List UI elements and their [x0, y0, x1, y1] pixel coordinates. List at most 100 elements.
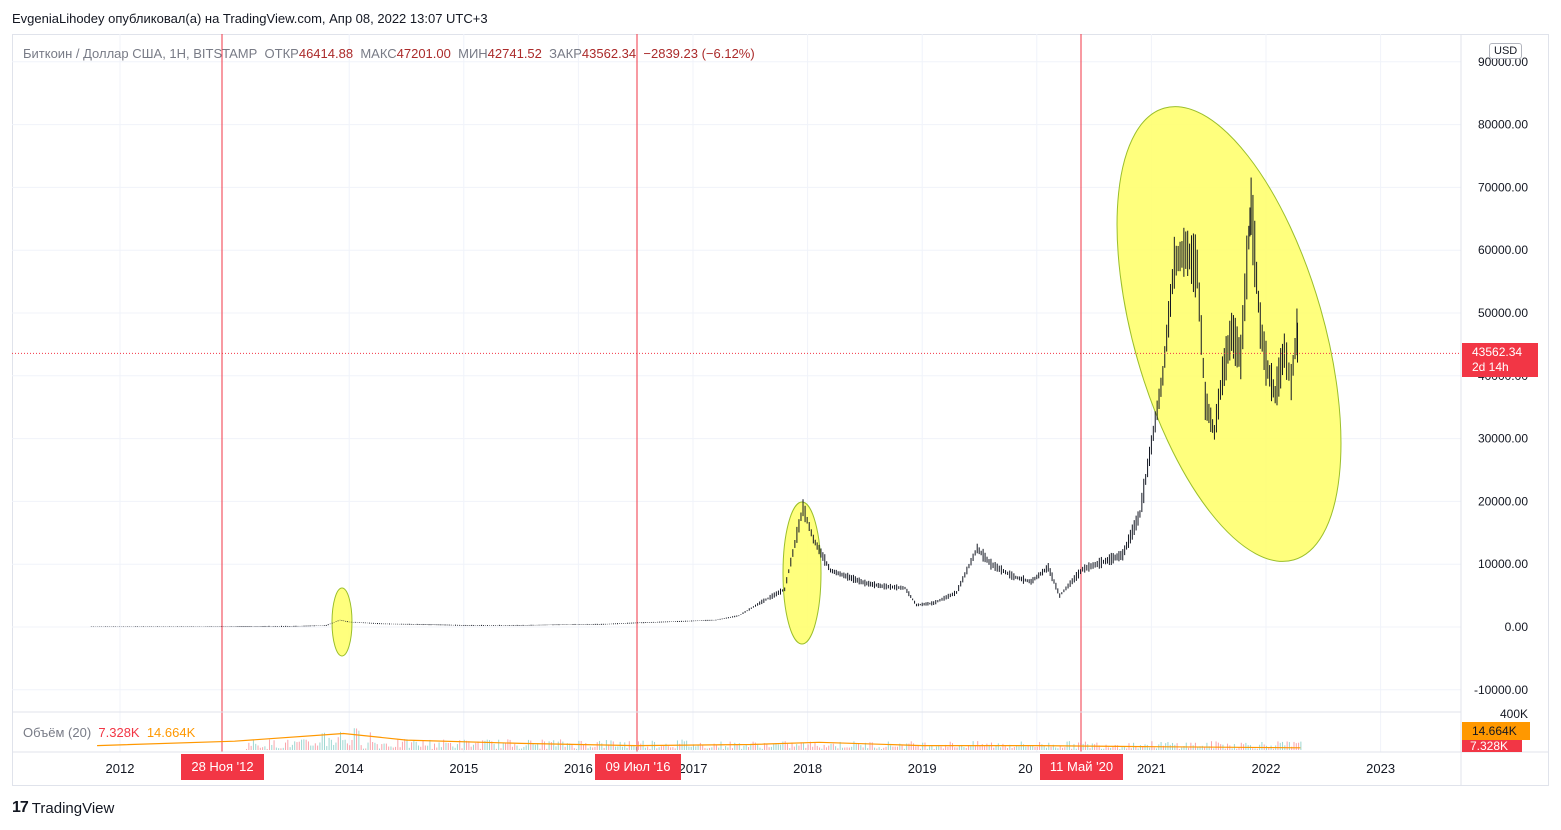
volume-bar [505, 742, 507, 750]
volume-bar [362, 748, 364, 750]
volume-bar [697, 744, 699, 750]
volume-bar [1245, 742, 1247, 750]
volume-bar [1183, 746, 1185, 750]
volume-bar [727, 747, 729, 750]
volume-bar [917, 745, 919, 750]
volume-bar [752, 741, 754, 750]
volume-bar [532, 743, 534, 750]
volume-bar [1075, 748, 1077, 750]
date-marker-label: 09 Июл '16 [595, 754, 681, 780]
volume-bar [1282, 741, 1284, 750]
volume-bar [539, 748, 541, 750]
volume-bar [427, 745, 429, 750]
volume-bar [786, 743, 788, 750]
volume-bar [1236, 748, 1238, 750]
volume-bar [388, 746, 390, 750]
volume-bar [1034, 746, 1036, 750]
volume-ma-axis-label: 14.664K [1462, 722, 1530, 740]
volume-bar [764, 743, 766, 750]
volume-bar [626, 747, 628, 750]
volume-bar [711, 747, 713, 750]
volume-bar [264, 746, 266, 750]
volume-bar [360, 745, 362, 750]
volume-bar [736, 744, 738, 750]
volume-bar [1071, 748, 1073, 750]
volume-bar [807, 744, 809, 750]
volume-bar [326, 746, 328, 750]
volume-bar [422, 740, 424, 750]
volume-bar [663, 745, 665, 750]
volume-bar [1091, 743, 1093, 750]
volume-bar [864, 742, 866, 750]
volume-bar [548, 741, 550, 750]
volume-bar [690, 746, 692, 750]
volume-bar [397, 739, 399, 750]
volume-bar [761, 748, 763, 750]
volume-bar [862, 747, 864, 750]
volume-bar [1110, 747, 1112, 750]
volume-bar [1231, 748, 1233, 750]
volume-bar [562, 741, 564, 750]
volume-bar [303, 739, 305, 750]
volume-bar [328, 737, 330, 750]
volume-bar [307, 741, 309, 750]
footer-brand[interactable]: 17 TradingView [12, 799, 114, 817]
volume-bar [679, 743, 681, 750]
volume-bar [475, 742, 477, 750]
volume-bar [1082, 743, 1084, 750]
volume-bar [399, 747, 401, 750]
x-tick-label: 2018 [793, 761, 822, 776]
volume-bar [986, 743, 988, 750]
volume-value: 7.328K [98, 725, 140, 740]
volume-axis-tick: 400K [1500, 707, 1528, 721]
volume-bar [720, 741, 722, 750]
volume-bar [853, 741, 855, 750]
volume-bar [521, 748, 523, 750]
volume-bar [351, 739, 353, 750]
volume-bar [544, 741, 546, 750]
volume-bar [434, 743, 436, 750]
volume-bar [417, 745, 419, 750]
volume-bar [899, 743, 901, 750]
volume-bar [564, 746, 566, 750]
volume-bar [924, 742, 926, 750]
volume-bar [617, 746, 619, 750]
volume-bar [1153, 747, 1155, 750]
volume-indicator-label: Объём (20) [23, 725, 92, 740]
volume-bar [729, 741, 731, 750]
volume-bar [436, 747, 438, 750]
volume-bar [958, 745, 960, 750]
volume-bar [793, 746, 795, 750]
volume-bar [624, 742, 626, 750]
chart-frame[interactable] [12, 34, 1549, 786]
volume-bar [335, 742, 337, 750]
volume-bar [466, 740, 468, 750]
volume-bar [383, 743, 385, 750]
highlight-ellipse [782, 501, 822, 645]
volume-bar [248, 742, 250, 750]
x-tick-label: 20 [1018, 761, 1032, 776]
y-tick-label: 60000.00 [1478, 243, 1528, 257]
volume-bar [282, 747, 284, 750]
volume-bar [541, 739, 543, 750]
volume-bar [356, 728, 358, 750]
volume-bar [1149, 747, 1151, 750]
volume-bar [1112, 746, 1114, 750]
volume-bar [635, 747, 637, 750]
volume-bar [963, 747, 965, 750]
close-value: 43562.34 [581, 46, 637, 61]
volume-bar [346, 743, 348, 750]
volume-bar [1045, 747, 1047, 750]
volume-bar [408, 747, 410, 750]
open-value: 46414.88 [298, 46, 354, 61]
volume-bar [275, 747, 277, 750]
volume-bar [855, 743, 857, 750]
currency-badge[interactable]: USD [1489, 43, 1523, 59]
volume-bar [319, 742, 321, 750]
brand-name: TradingView [31, 799, 115, 817]
volume-bar [1261, 742, 1263, 750]
volume-bar [278, 748, 280, 750]
volume-bar [800, 742, 802, 750]
volume-bar [592, 747, 594, 750]
